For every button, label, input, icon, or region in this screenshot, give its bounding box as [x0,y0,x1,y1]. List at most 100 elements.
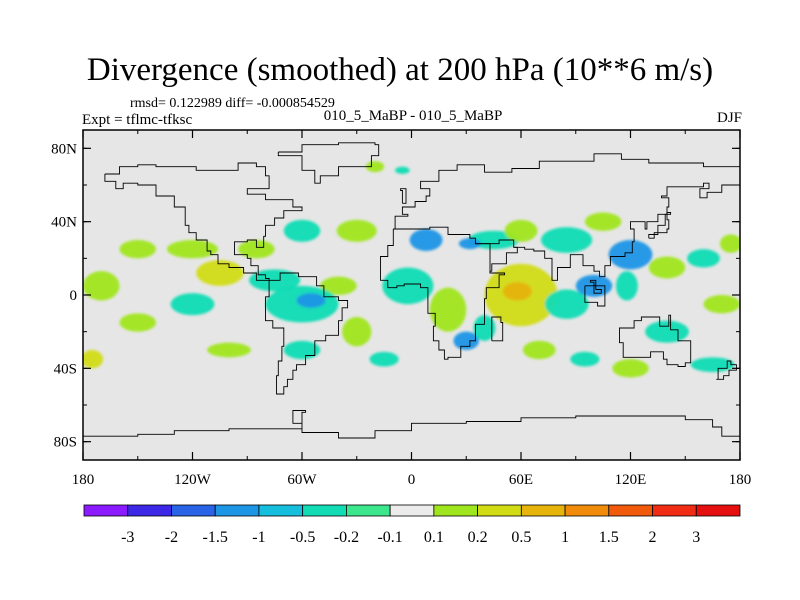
x-tick-label-1: 120W [174,472,212,488]
divergence-region-5 [584,212,622,231]
colorbar-box-13 [652,504,697,517]
divergence-region-19 [645,320,689,343]
divergence-region-0 [409,229,443,251]
colorbar-box-4 [258,504,304,517]
divergence-region-14 [453,331,480,351]
y-tick-label-4: 80S [54,435,77,451]
coastline-10 [716,360,737,380]
divergence-region-21 [612,359,649,378]
colorbar-box-10 [520,504,566,517]
divergence-region-44 [395,166,410,174]
colorbar-box-14 [695,504,741,517]
colorbar-label-1: -2 [165,529,178,546]
coastline-3 [393,153,740,230]
colorbar-label-7: 0.1 [424,529,444,546]
divergence-region-20 [703,295,740,314]
x-tick-label-0: 180 [72,472,95,488]
coastline-12 [277,142,380,184]
x-tick-label-3: 0 [408,472,416,488]
divergence-region-26 [283,219,321,242]
divergence-region-29 [119,240,156,259]
colorbar-box-5 [302,504,347,517]
x-tick-label-5: 120E [615,472,647,488]
x-tick-label-4: 60E [509,472,533,488]
divergence-region-22 [690,357,735,372]
colorbar-box-3 [214,504,260,517]
divergence-region-27 [238,240,275,259]
divergence-region-24 [522,340,556,360]
colorbar-box-8 [433,504,479,517]
colorbar-box-1 [127,504,172,517]
colorbar-box-0 [83,504,129,517]
divergence-region-9 [719,234,740,253]
colorbar-box-12 [608,504,653,517]
colorbar-label-0: -3 [121,529,134,546]
divergence-region-4 [541,227,593,253]
divergence-region-30 [83,271,120,301]
divergence-region-18 [615,271,638,301]
divergence-region-41 [369,351,399,367]
divergence-region-15 [473,315,496,341]
divergence-region-16 [544,289,589,319]
coastline-8 [648,212,672,239]
coastline-14 [83,410,740,439]
y-tick-label-3: 40S [54,361,77,377]
divergence-region-23 [570,351,600,367]
y-tick-label-0: 80N [51,141,77,157]
divergence-region-43 [365,161,385,173]
divergence-region-33 [320,276,357,296]
colorbar-label-8: 0.2 [468,529,488,546]
divergence-region-40 [283,340,321,360]
colorbar-label-12: 2 [649,529,657,546]
divergence-region-25 [336,219,377,242]
coastline-5 [513,177,740,281]
x-tick-label-6: 180 [729,472,752,488]
divergence-region-38 [342,317,372,347]
stats-line: rmsd= 0.122989 diff= -0.000854529 [130,96,335,111]
divergence-region-28 [166,240,219,259]
page-title: Divergence (smoothed) at 200 hPa (10**6 … [86,52,714,88]
coastline-6 [589,279,602,294]
colorbar-box-6 [345,504,391,517]
colorbar-label-2: -1.5 [203,529,228,546]
colorbar-label-3: -1 [252,529,265,546]
divergence-region-36 [170,293,215,316]
divergence-region-13 [429,287,467,332]
colorbar-box-2 [171,504,216,517]
colorbar-label-5: -0.2 [334,529,359,546]
divergence-region-42 [83,350,104,369]
divergence-region-31 [196,260,244,286]
colorbar-box-9 [477,504,522,517]
coastline-4 [475,239,518,273]
coastline-9 [619,314,692,367]
colorbar-box-11 [564,504,610,517]
y-tick-label-2: 0 [70,288,78,304]
coastline-0 [104,162,303,281]
coastline-7 [584,285,606,307]
colorbar-label-10: 1 [561,529,569,546]
colorbar-label-4: -0.5 [290,529,315,546]
divergence-region-39 [207,342,251,358]
divergence-region-3 [504,219,538,242]
coastline-13 [400,188,407,204]
divergence-region-37 [119,313,156,332]
divergence-region-6 [608,240,653,270]
colorbar-box-7 [389,504,435,517]
season-label: DJF [716,110,742,126]
divergence-region-12 [502,282,532,301]
colorbar-label-9: 0.5 [511,529,531,546]
y-tick-label-1: 40N [51,215,77,231]
case-subtitle: 010_5_MaBP - 010_5_MaBP [323,108,503,124]
divergence-region-8 [687,249,720,268]
divergence-region-35 [296,293,326,308]
divergence-region-7 [648,256,686,279]
colorbar-label-13: 3 [692,529,700,546]
coastline-1 [265,272,349,395]
colorbar-label-11: 1.5 [599,529,619,546]
experiment-label: Expt = tflmc-tfksc [82,112,193,128]
coastline-11 [491,316,504,342]
x-tick-label-2: 60W [287,472,317,488]
divergence-region-10 [382,267,434,305]
colorbar-label-6: -0.1 [377,529,402,546]
